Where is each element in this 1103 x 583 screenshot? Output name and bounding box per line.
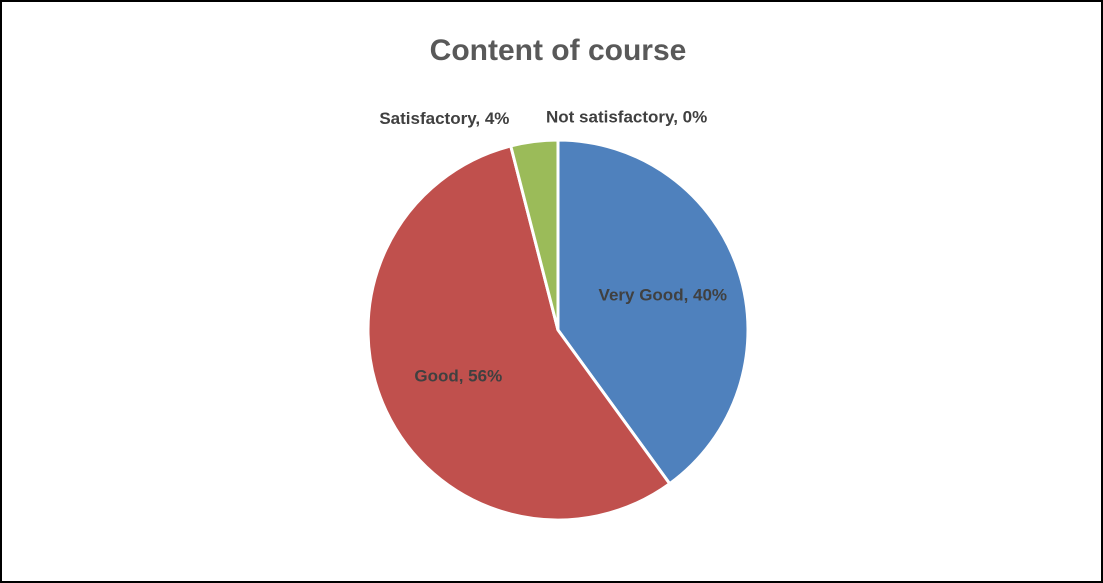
pie-slice: [366, 144, 672, 522]
pie-slice: [556, 138, 750, 486]
chart-title: Content of course: [430, 34, 687, 67]
data-label: Very Good, 40%: [599, 285, 728, 304]
data-label: Satisfactory, 4%: [379, 109, 509, 128]
data-label: Not satisfactory, 0%: [546, 107, 707, 126]
data-label: Good, 56%: [414, 366, 502, 385]
